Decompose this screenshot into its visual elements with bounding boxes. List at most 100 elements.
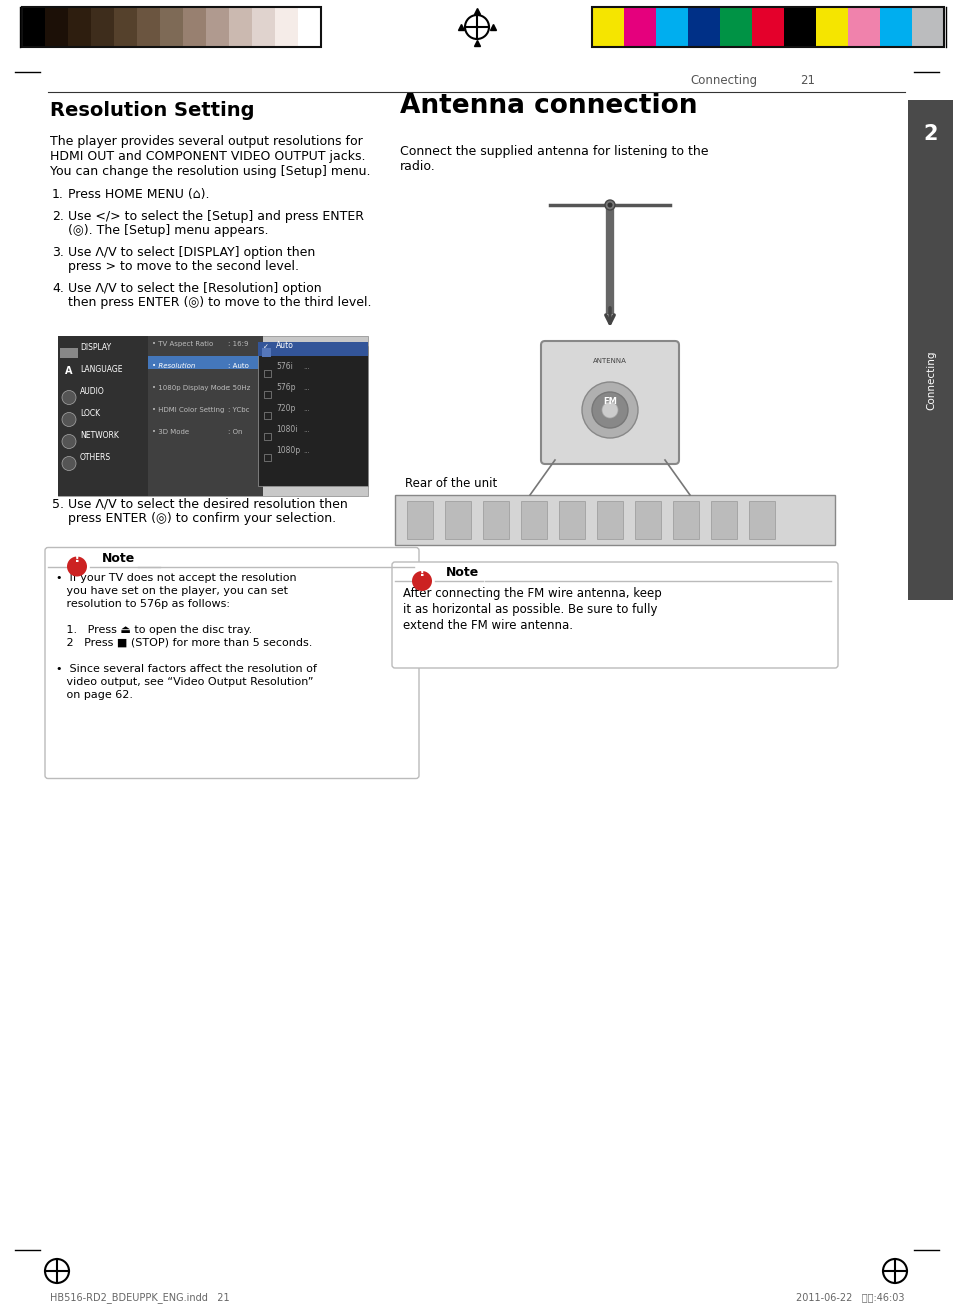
Bar bbox=[687, 7, 720, 47]
Text: • Resolution: • Resolution bbox=[152, 363, 195, 368]
Bar bbox=[148, 355, 263, 368]
Text: ...: ... bbox=[303, 426, 310, 433]
Text: AUDIO: AUDIO bbox=[80, 387, 105, 396]
Text: Auto: Auto bbox=[275, 341, 294, 350]
Text: video output, see “Video Output Resolution”: video output, see “Video Output Resoluti… bbox=[56, 676, 314, 686]
Text: Connecting: Connecting bbox=[689, 74, 757, 87]
Text: •  Since several factors affect the resolution of: • Since several factors affect the resol… bbox=[56, 664, 316, 673]
Text: 3.: 3. bbox=[52, 246, 64, 259]
Text: ...: ... bbox=[303, 447, 310, 454]
Bar bbox=[264, 433, 271, 439]
Text: resolution to 576p as follows:: resolution to 576p as follows: bbox=[56, 598, 230, 609]
Text: Connecting: Connecting bbox=[925, 350, 935, 410]
Text: Use Λ/V to select the [Resolution] option: Use Λ/V to select the [Resolution] optio… bbox=[68, 281, 321, 295]
Text: LANGUAGE: LANGUAGE bbox=[80, 364, 122, 373]
Text: press ENTER (◎) to confirm your selection.: press ENTER (◎) to confirm your selectio… bbox=[68, 512, 335, 525]
Bar bbox=[229, 7, 252, 47]
Bar bbox=[60, 347, 78, 358]
Text: 720p: 720p bbox=[275, 404, 295, 413]
Bar bbox=[907, 100, 953, 600]
Text: 576i: 576i bbox=[275, 362, 293, 371]
Text: • HDMI Color Setting: • HDMI Color Setting bbox=[152, 406, 224, 413]
Text: ANTENNA: ANTENNA bbox=[593, 358, 626, 364]
Text: : Auto: : Auto bbox=[228, 363, 249, 368]
Bar bbox=[635, 501, 660, 539]
Bar bbox=[22, 7, 45, 47]
Text: press > to move to the second level.: press > to move to the second level. bbox=[68, 260, 298, 274]
Text: !: ! bbox=[73, 551, 80, 564]
Text: : YCbc: : YCbc bbox=[228, 406, 250, 413]
Text: 2.: 2. bbox=[52, 209, 64, 222]
Bar bbox=[264, 454, 271, 460]
Text: The player provides several output resolutions for: The player provides several output resol… bbox=[50, 135, 362, 149]
Text: : On: : On bbox=[228, 429, 242, 434]
Bar bbox=[58, 335, 148, 496]
Text: FM: FM bbox=[602, 397, 617, 406]
Bar bbox=[623, 7, 656, 47]
Bar bbox=[264, 391, 271, 397]
Bar bbox=[482, 501, 509, 539]
Text: 1.   Press ⏏ to open the disc tray.: 1. Press ⏏ to open the disc tray. bbox=[56, 625, 252, 635]
Bar bbox=[656, 7, 687, 47]
Bar bbox=[148, 335, 263, 496]
Text: ✓: ✓ bbox=[263, 343, 269, 350]
Circle shape bbox=[67, 556, 87, 576]
FancyBboxPatch shape bbox=[392, 562, 837, 668]
Text: 2011-06-22   ０３:46:03: 2011-06-22 ０３:46:03 bbox=[796, 1293, 904, 1302]
Text: ...: ... bbox=[303, 384, 310, 391]
Text: (◎). The [Setup] menu appears.: (◎). The [Setup] menu appears. bbox=[68, 224, 268, 237]
Text: • 3D Mode: • 3D Mode bbox=[152, 429, 189, 434]
Circle shape bbox=[601, 402, 618, 418]
Circle shape bbox=[592, 392, 627, 427]
Text: 5.: 5. bbox=[52, 497, 64, 510]
Text: 2   Press ■ (STOP) for more than 5 seconds.: 2 Press ■ (STOP) for more than 5 seconds… bbox=[56, 638, 312, 647]
Bar bbox=[520, 501, 546, 539]
Bar bbox=[252, 7, 274, 47]
Text: Press HOME MENU (⌂).: Press HOME MENU (⌂). bbox=[68, 188, 210, 201]
Circle shape bbox=[412, 571, 432, 590]
Text: Resolution Setting: Resolution Setting bbox=[50, 101, 254, 120]
Circle shape bbox=[607, 203, 612, 208]
Bar bbox=[45, 7, 68, 47]
Text: ...: ... bbox=[303, 405, 310, 412]
Text: DISPLAY: DISPLAY bbox=[80, 342, 111, 351]
Text: HB516-RD2_BDEUPPK_ENG.indd   21: HB516-RD2_BDEUPPK_ENG.indd 21 bbox=[50, 1293, 230, 1303]
Text: Connect the supplied antenna for listening to the: Connect the supplied antenna for listeni… bbox=[399, 145, 708, 158]
Bar bbox=[264, 412, 271, 418]
Text: You can change the resolution using [Setup] menu.: You can change the resolution using [Set… bbox=[50, 164, 370, 178]
Bar bbox=[264, 370, 271, 376]
Text: 1080p: 1080p bbox=[275, 446, 300, 455]
Text: ...: ... bbox=[303, 363, 310, 370]
Text: you have set on the player, you can set: you have set on the player, you can set bbox=[56, 585, 288, 596]
Text: Antenna connection: Antenna connection bbox=[399, 93, 697, 118]
Circle shape bbox=[581, 381, 638, 438]
Bar bbox=[710, 501, 737, 539]
Bar bbox=[257, 346, 368, 485]
Text: Rear of the unit: Rear of the unit bbox=[405, 477, 497, 490]
Bar bbox=[597, 501, 622, 539]
Bar bbox=[257, 342, 368, 355]
Bar bbox=[274, 7, 297, 47]
FancyBboxPatch shape bbox=[45, 547, 418, 778]
Text: • TV Aspect Ratio: • TV Aspect Ratio bbox=[152, 341, 213, 346]
Text: on page 62.: on page 62. bbox=[56, 689, 132, 700]
Text: it as horizontal as possible. Be sure to fully: it as horizontal as possible. Be sure to… bbox=[402, 604, 657, 615]
Text: •  If your TV does not accept the resolution: • If your TV does not accept the resolut… bbox=[56, 572, 296, 583]
Text: • 1080p Display Mode: • 1080p Display Mode bbox=[152, 384, 230, 391]
Bar bbox=[395, 494, 834, 544]
Text: Use Λ/V to select the desired resolution then: Use Λ/V to select the desired resolution… bbox=[68, 497, 348, 510]
Bar bbox=[206, 7, 229, 47]
Circle shape bbox=[62, 456, 76, 471]
Circle shape bbox=[62, 413, 76, 426]
Circle shape bbox=[62, 391, 76, 405]
Bar bbox=[113, 7, 137, 47]
Text: then press ENTER (◎) to move to the third level.: then press ENTER (◎) to move to the thir… bbox=[68, 296, 371, 309]
Text: extend the FM wire antenna.: extend the FM wire antenna. bbox=[402, 619, 573, 633]
Text: NETWORK: NETWORK bbox=[80, 430, 119, 439]
Circle shape bbox=[604, 200, 615, 210]
Bar bbox=[558, 501, 584, 539]
Text: Use Λ/V to select [DISPLAY] option then: Use Λ/V to select [DISPLAY] option then bbox=[68, 246, 314, 259]
Text: HDMI OUT and COMPONENT VIDEO OUTPUT jacks.: HDMI OUT and COMPONENT VIDEO OUTPUT jack… bbox=[50, 150, 365, 163]
Bar bbox=[68, 7, 91, 47]
FancyBboxPatch shape bbox=[540, 341, 679, 464]
